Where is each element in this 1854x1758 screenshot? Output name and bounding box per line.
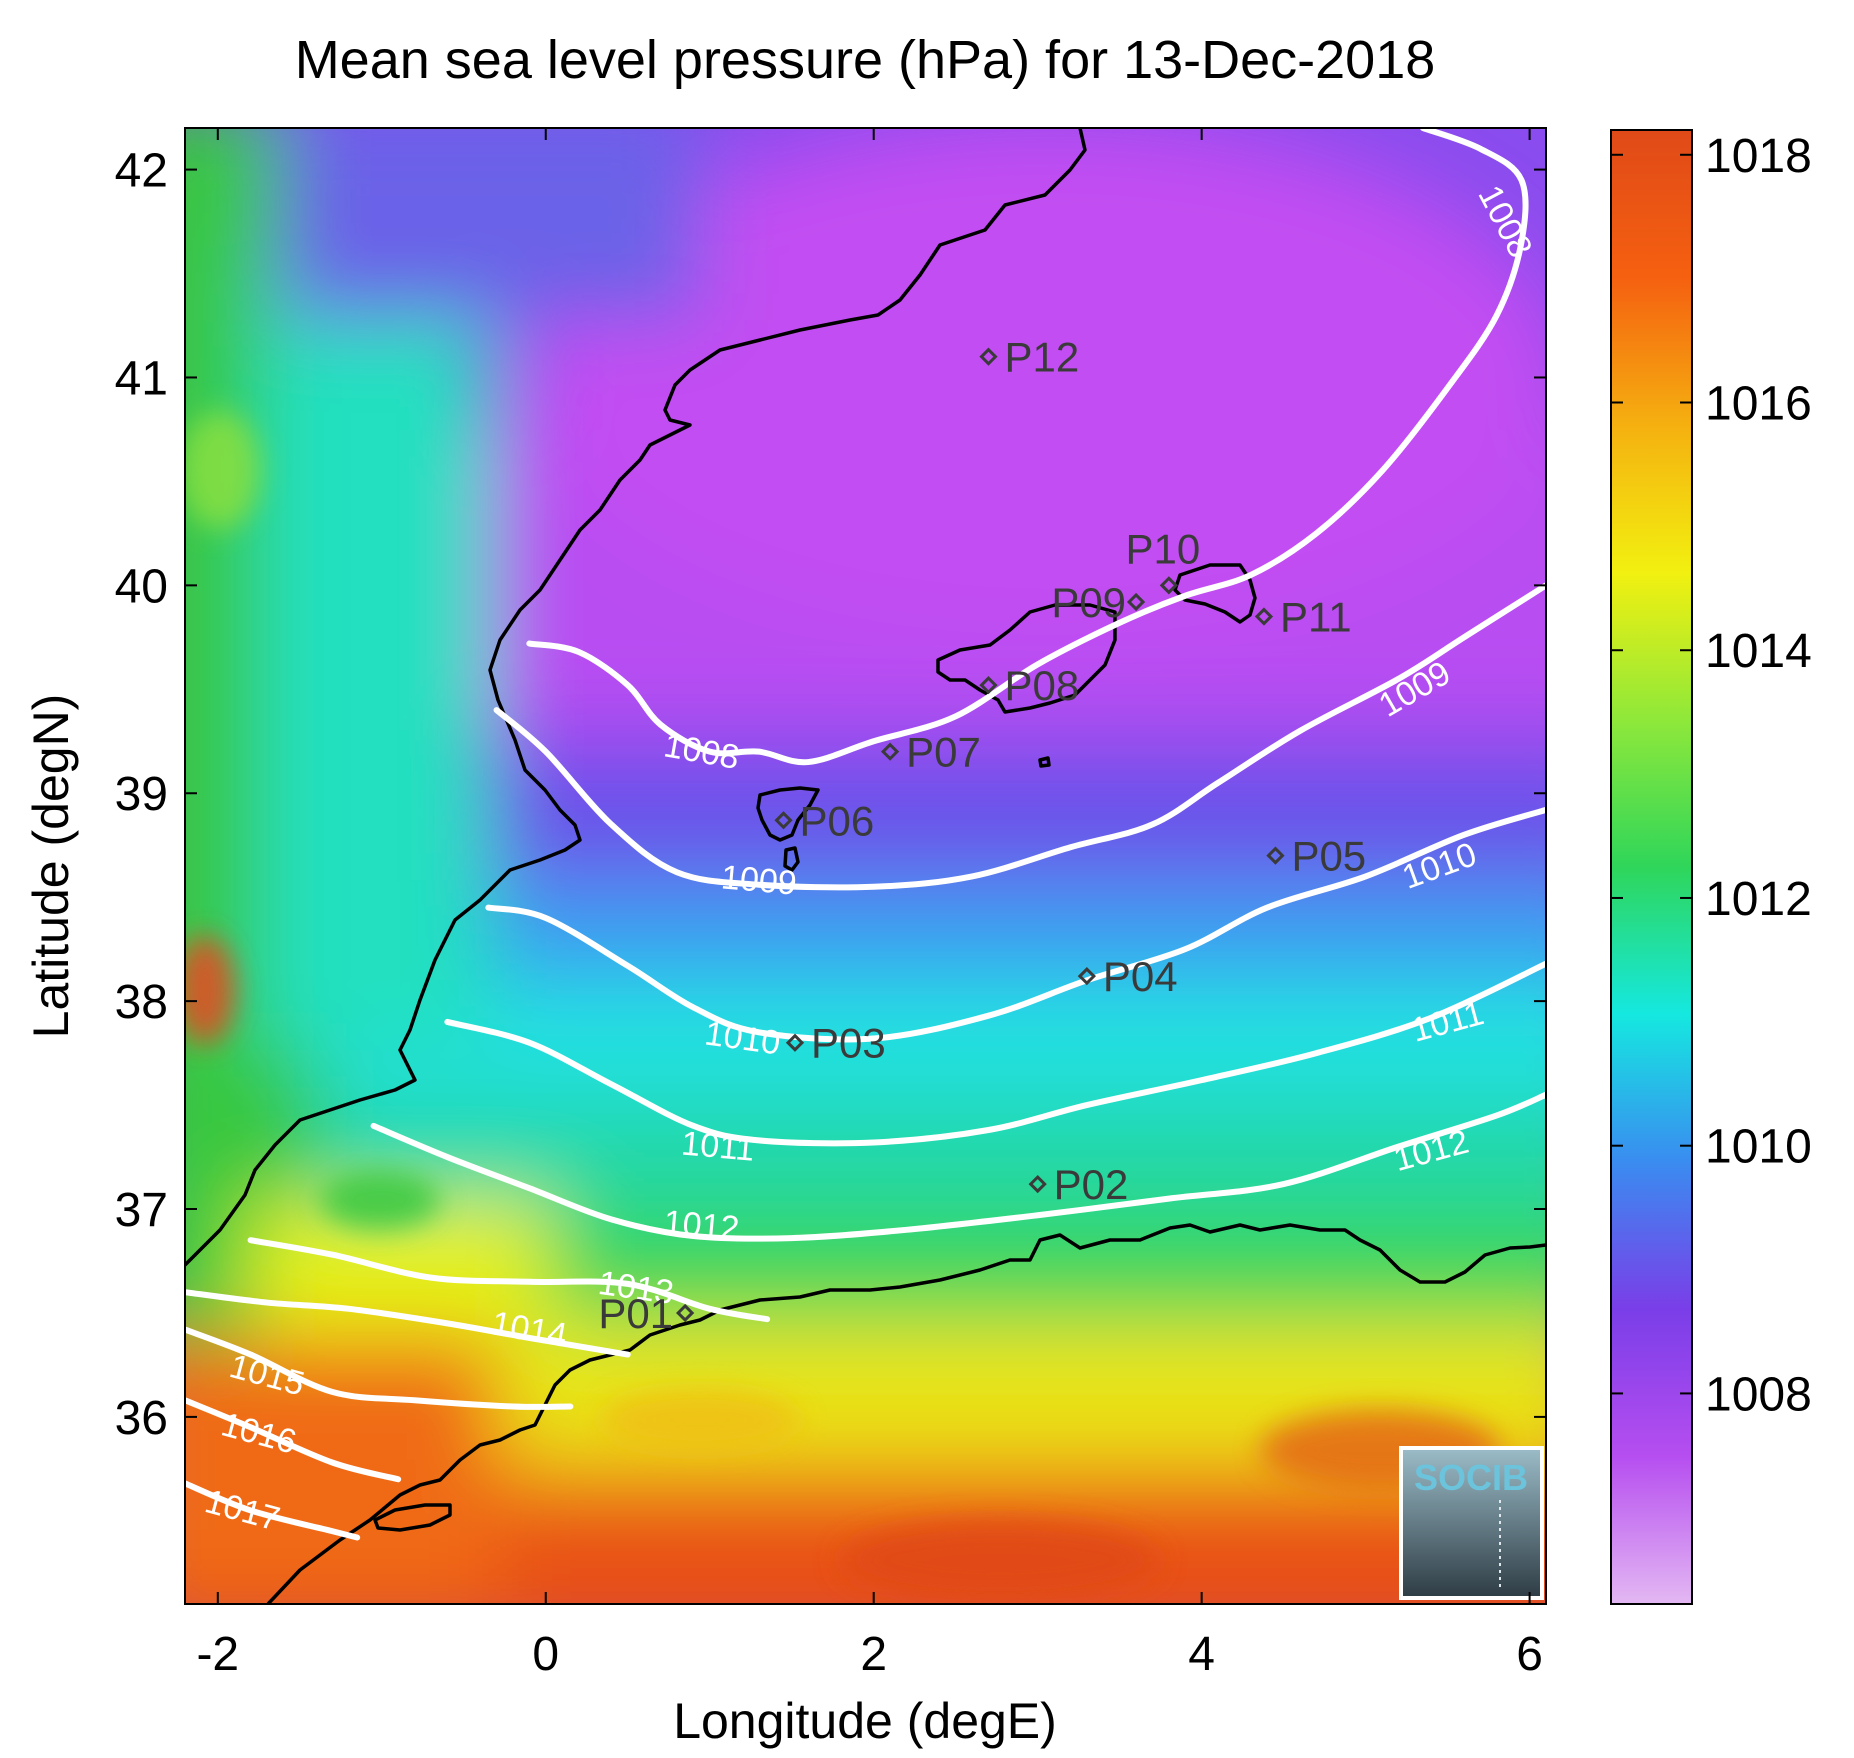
station-label: P02	[1054, 1161, 1129, 1208]
pressure-field	[185, 128, 1546, 1604]
colorbar: 1008 1010 1012 1014 1016 1018	[1610, 129, 1812, 1605]
y-tick-label: 38	[115, 976, 168, 1029]
colorbar-ticks: 1008 1010 1012 1014 1016 1018	[1611, 130, 1812, 1421]
y-tick-label: 41	[115, 352, 168, 405]
coastline-cabrera	[1038, 756, 1051, 768]
station-marker-icon	[880, 742, 900, 761]
station-markers: P01 P02 P03 P04 P05 P06 P07 P08 P09 P10 P11 P12	[598, 334, 1366, 1337]
isobar-label-1012: 1012	[662, 1203, 741, 1247]
isobar-1013	[247, 1237, 771, 1323]
isobar-1016	[185, 1397, 402, 1483]
isobar-1008	[526, 128, 1529, 766]
colorbar-tick-label: 1016	[1705, 378, 1812, 431]
station-label: P11	[1280, 594, 1352, 641]
colorbar-tick-label: 1018	[1705, 130, 1812, 183]
station-p10[interactable]: P10	[1125, 525, 1200, 595]
station-p02[interactable]: P02	[1028, 1161, 1129, 1208]
station-label: P01	[598, 1290, 673, 1337]
y-tick-label: 40	[115, 560, 168, 613]
colorbar-tick-label: 1010	[1705, 1121, 1812, 1174]
y-tick-label: 39	[115, 768, 168, 821]
station-marker-icon	[1126, 592, 1146, 612]
station-marker-icon	[774, 811, 793, 830]
isobar-1012	[370, 1091, 1546, 1242]
station-marker-icon	[1028, 1174, 1047, 1194]
socib-logo: SOCIB	[1399, 1446, 1544, 1600]
map-plot-area: 1008100810091009101010101011101110121012…	[185, 128, 1546, 1604]
isobar-label-1009: 1009	[720, 858, 799, 902]
station-marker-icon	[979, 347, 998, 366]
x-axis-label: Longitude (degE)	[673, 1693, 1057, 1749]
station-p04[interactable]: P04	[1077, 953, 1178, 1000]
station-marker-icon	[676, 1303, 695, 1323]
station-label: P05	[1291, 833, 1366, 880]
y-tick-label: 42	[115, 145, 168, 198]
colorbar-gradient	[1610, 129, 1693, 1605]
station-p06[interactable]: P06	[774, 797, 875, 844]
station-p05[interactable]: P05	[1266, 833, 1366, 880]
x-tick-label: 0	[532, 1628, 559, 1681]
station-label: P03	[811, 1020, 886, 1067]
map-title: Mean sea level pressure (hPa) for 13-Dec…	[295, 30, 1436, 90]
coastline-iberia	[185, 128, 1087, 1267]
coastline-ibiza	[756, 786, 820, 842]
coastlines	[185, 128, 1546, 1604]
isobar-label-1011: 1011	[680, 1125, 756, 1169]
station-marker-icon	[1159, 576, 1178, 595]
station-p08[interactable]: P08	[979, 662, 1079, 709]
isobar-1010	[485, 806, 1546, 1043]
station-label: P08	[1004, 662, 1079, 709]
coastline-alboran	[373, 1503, 452, 1532]
map-frame	[184, 127, 1547, 1605]
y-axis-ticks: 36 37 38 39 40 41 42	[115, 145, 1546, 1445]
station-label: P06	[800, 797, 875, 844]
station-label: P07	[906, 729, 981, 776]
station-marker-icon	[1077, 967, 1096, 986]
station-marker-icon	[1254, 607, 1274, 626]
x-tick-label: 2	[860, 1628, 887, 1681]
isobar-1015	[185, 1326, 574, 1410]
station-p07[interactable]: P07	[880, 729, 981, 776]
coastline-formentera	[783, 846, 800, 872]
station-p12[interactable]: P12	[979, 334, 1079, 381]
station-label: P10	[1125, 525, 1200, 572]
isobar-1009	[493, 582, 1546, 891]
station-p03[interactable]: P03	[785, 1020, 886, 1067]
station-label: P04	[1103, 953, 1178, 1000]
station-p09[interactable]: P09	[1051, 579, 1146, 626]
station-p11[interactable]: P11	[1254, 594, 1352, 641]
y-tick-label: 37	[115, 1184, 168, 1237]
station-label: P09	[1051, 579, 1126, 626]
x-tick-label: 6	[1516, 1628, 1543, 1681]
station-label: P12	[1004, 334, 1079, 381]
x-axis-ticks: -2 0 2 4 6	[196, 128, 1543, 1681]
station-p01[interactable]: P01	[598, 1290, 695, 1337]
station-marker-icon	[1266, 846, 1285, 865]
y-tick-label: 36	[115, 1392, 168, 1445]
colorbar-tick-label: 1012	[1705, 873, 1812, 926]
isobar-1011	[444, 960, 1546, 1147]
isobar-lines	[185, 128, 1546, 1541]
station-marker-icon	[979, 676, 998, 695]
x-tick-label: -2	[196, 1628, 239, 1681]
x-tick-label: 4	[1188, 1628, 1215, 1681]
colorbar-tick-label: 1014	[1705, 625, 1812, 678]
socib-logo-text: SOCIB	[1414, 1457, 1528, 1498]
colorbar-tick-label: 1008	[1705, 1368, 1812, 1421]
coastline-africa	[266, 1223, 1546, 1604]
y-axis-label: Latitude (degN)	[23, 694, 79, 1039]
isobar-1017	[185, 1480, 361, 1541]
isobar-1014	[185, 1289, 631, 1358]
coastline-mallorca	[936, 603, 1117, 714]
station-marker-icon	[785, 1033, 805, 1052]
